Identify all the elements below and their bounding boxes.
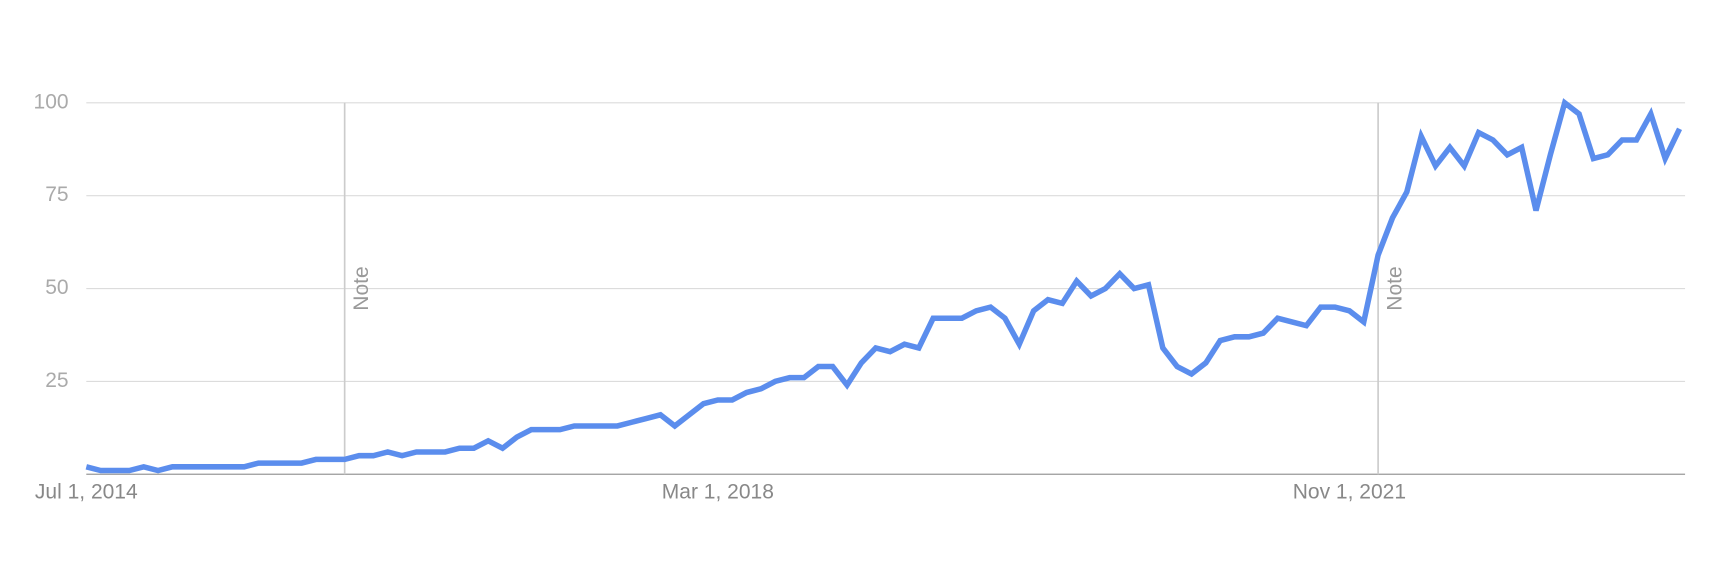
y-tick-label: 75	[45, 183, 68, 206]
trend-line	[85, 98, 1683, 474]
y-tick-label: 25	[45, 369, 68, 392]
x-tick-label: Nov 1, 2021	[1293, 481, 1406, 504]
note-label: Note	[1383, 266, 1406, 310]
y-tick-label: 100	[34, 90, 69, 113]
note-label: Note	[350, 266, 373, 310]
x-tick-label: Jul 1, 2014	[35, 481, 138, 504]
y-tick-label: 50	[45, 276, 68, 299]
x-tick-label: Mar 1, 2018	[662, 481, 774, 504]
